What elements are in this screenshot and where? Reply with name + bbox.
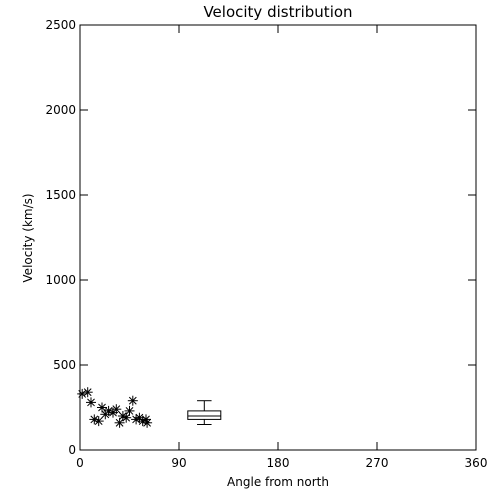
scatter-point	[82, 387, 93, 398]
x-tick-label: 180	[267, 456, 290, 470]
scatter-point	[93, 416, 104, 427]
x-tick-label: 270	[366, 456, 389, 470]
y-axis-ticks: 0 500 1000 1500 2000 2500	[45, 18, 476, 457]
x-axis-ticks: 0 90 180 270 360	[76, 25, 487, 470]
y-tick-label: 500	[53, 358, 76, 372]
x-tick-label: 360	[465, 456, 488, 470]
scatter-point	[103, 405, 114, 416]
chart-title: Velocity distribution	[203, 3, 352, 21]
y-axis-label: Velocity (km/s)	[21, 193, 35, 282]
scatter-point	[127, 395, 138, 406]
y-tick-label: 1500	[45, 188, 76, 202]
scatter-point	[142, 417, 153, 428]
scatter-point	[124, 405, 135, 416]
y-tick-label: 2500	[45, 18, 76, 32]
box-iqr	[187, 410, 222, 420]
x-tick-label: 90	[171, 456, 186, 470]
scatter-points	[77, 387, 153, 428]
scatter-point	[89, 414, 100, 425]
x-tick-label: 0	[76, 456, 84, 470]
scatter-point	[111, 404, 122, 415]
y-tick-label: 1000	[45, 273, 76, 287]
box-plot	[187, 400, 222, 425]
scatter-point	[86, 397, 96, 408]
y-tick-label: 0	[68, 443, 76, 457]
plot-area-frame	[79, 24, 477, 451]
y-tick-label: 2000	[45, 103, 76, 117]
x-axis-label: Angle from north	[227, 475, 329, 489]
